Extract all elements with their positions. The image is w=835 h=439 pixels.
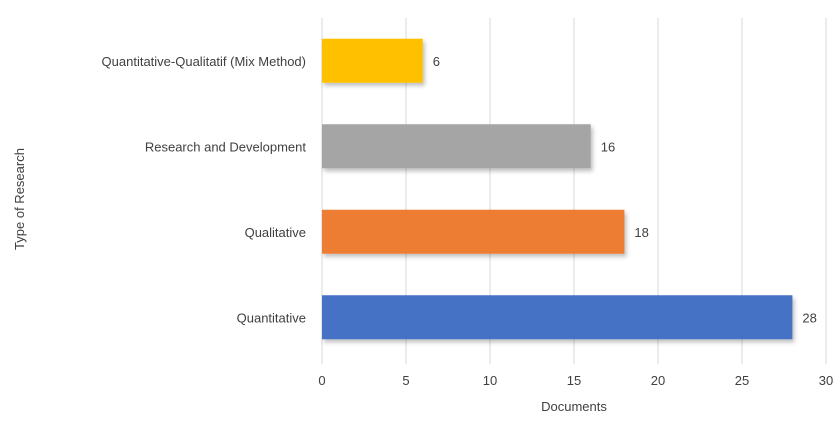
- bar: [322, 295, 793, 340]
- x-tick-label: 0: [318, 373, 325, 388]
- category-label: Quantitative-Qualitatif (Mix Method): [102, 54, 306, 69]
- x-tick-label: 15: [567, 373, 581, 388]
- y-axis-title: Type of Research: [12, 148, 27, 250]
- category-label: Research and Development: [145, 139, 307, 154]
- category-label: Qualitative: [245, 225, 306, 240]
- x-axis-title: Documents: [541, 399, 607, 414]
- data-labels: 28 18 16 6: [433, 54, 817, 326]
- x-tick-label: 10: [483, 373, 497, 388]
- x-tick-labels: 0 5 10 15 20 25 30: [318, 373, 833, 388]
- bar: [322, 124, 591, 169]
- bar: [322, 209, 625, 254]
- bar: [322, 38, 423, 83]
- x-tick-label: 30: [819, 373, 833, 388]
- category-label: Quantitative: [237, 310, 306, 325]
- data-label: 16: [601, 139, 615, 154]
- x-tick-label: 20: [651, 373, 665, 388]
- x-tick-label: 5: [402, 373, 409, 388]
- data-label: 18: [634, 225, 648, 240]
- data-label: 6: [433, 54, 440, 69]
- category-labels: Quantitative Qualitative Research and Deve…: [102, 54, 307, 326]
- bars: [322, 38, 793, 340]
- x-tick-label: 25: [735, 373, 749, 388]
- data-label: 28: [802, 310, 816, 325]
